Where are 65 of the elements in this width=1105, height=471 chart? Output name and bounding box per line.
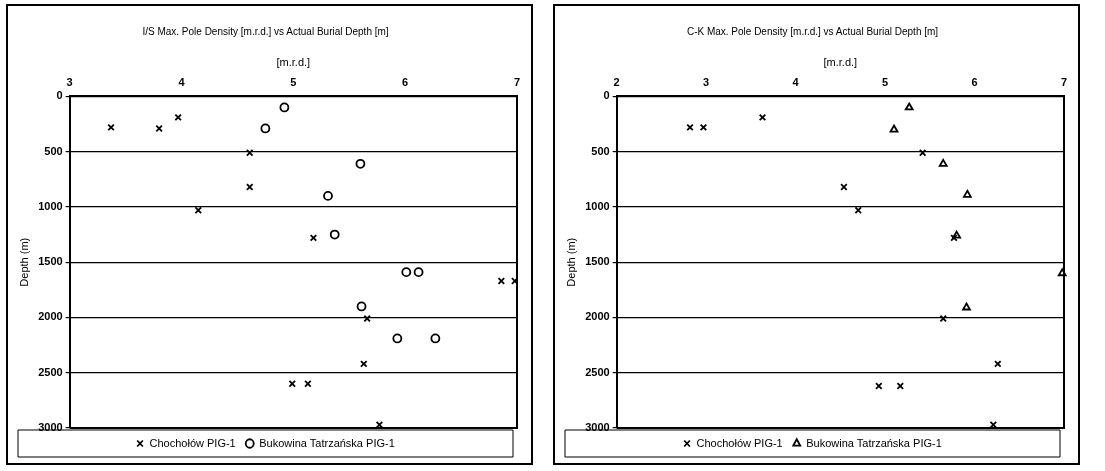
x-axis-title: [m.r.d.] (276, 55, 311, 68)
point (699, 123, 708, 132)
point (304, 380, 312, 388)
point (840, 183, 848, 191)
y-axis-title: Depth (m) (564, 237, 577, 287)
y-tick-label: 2500 (585, 365, 610, 378)
point (1057, 268, 1067, 277)
x-tick-label: 2 (613, 75, 620, 88)
y-tick-label: 1500 (38, 255, 63, 268)
point (854, 206, 862, 214)
point (939, 314, 947, 323)
y-tick-label: 3000 (38, 421, 63, 434)
y-tick-label: 1000 (38, 199, 63, 212)
x-tick-label: 5 (882, 75, 889, 88)
y-tick-label: 1000 (585, 199, 610, 212)
legend-label: Bukowina Tatrzańska PIG-1 (806, 436, 942, 449)
chart-title: C-K Max. Pole Density [m.r.d.] vs Actual Burial Depth [m] (686, 25, 939, 37)
x-tick-label: 3 (66, 75, 73, 88)
x-axis-title: [m.r.d.] (823, 55, 858, 68)
point (430, 333, 441, 344)
x-tick-label: 6 (402, 75, 409, 88)
legend-label: Bukowina Tatrzańska PIG-1 (259, 436, 395, 449)
point (963, 189, 972, 198)
x-tick-label: 3 (703, 75, 710, 88)
y-tick-label: 0 (603, 89, 610, 102)
y-axis-title: Depth (m) (17, 237, 30, 287)
point (355, 158, 366, 169)
x-tick-label: 5 (290, 75, 297, 88)
legend-label: Chochołów PIG-1 (149, 436, 236, 449)
point (288, 380, 296, 388)
point (194, 206, 203, 214)
point (904, 102, 914, 111)
y-tick-label: 0 (56, 89, 63, 102)
point (279, 102, 290, 113)
point (875, 382, 883, 390)
point (323, 190, 333, 201)
y-tick-label: 2000 (585, 310, 610, 323)
point (889, 124, 899, 133)
point (329, 229, 340, 240)
point (758, 113, 767, 122)
point (174, 113, 182, 122)
point (245, 149, 254, 157)
y-tick-label: 500 (591, 144, 610, 157)
point (392, 333, 403, 344)
legend-label: Chochołów PIG-1 (696, 436, 783, 449)
y-tick-label: 3000 (585, 421, 610, 434)
point (413, 267, 424, 278)
point (260, 123, 271, 134)
y-tick-label: 2500 (38, 365, 63, 378)
point (962, 302, 971, 311)
chart-title: I/S Max. Pole Density [m.r.d.] vs Actual Burial Depth [m] (142, 25, 389, 37)
x-tick-label: 7 (1060, 75, 1068, 88)
point (952, 230, 962, 239)
x-tick-label: 7 (513, 75, 521, 88)
y-tick-label: 1500 (585, 255, 610, 268)
point (356, 301, 367, 312)
y-tick-label: 500 (44, 144, 63, 157)
x-tick-label: 6 (971, 75, 978, 88)
x-tick-label: 4 (178, 75, 186, 88)
x-tick-label: 4 (792, 75, 800, 88)
point (950, 234, 958, 242)
point (938, 158, 948, 167)
point (918, 149, 927, 157)
point (401, 267, 412, 278)
y-tick-label: 2000 (38, 310, 63, 323)
